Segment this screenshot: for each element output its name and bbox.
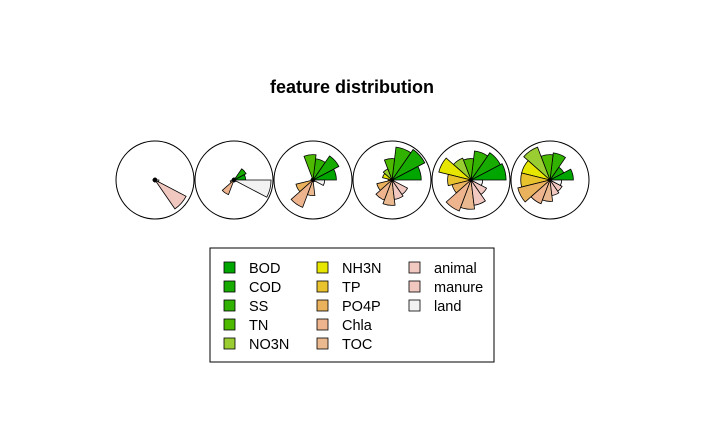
legend-swatch-nh3n <box>316 261 329 274</box>
star-outline-circle <box>273 140 353 220</box>
segment-land <box>233 179 272 198</box>
segment-ss <box>470 150 489 181</box>
legend-label-no3n: NO3N <box>249 337 289 353</box>
segment-chla <box>530 179 551 205</box>
legend-swatch-ss <box>223 299 236 312</box>
segment-ss <box>391 146 412 181</box>
legend-swatch-land <box>408 299 421 312</box>
legend-label-land: land <box>434 299 461 315</box>
segment-tp <box>447 173 472 187</box>
stars-group <box>115 140 590 220</box>
segment-land <box>312 179 326 186</box>
legend-box <box>209 247 495 363</box>
star-glyph <box>115 140 195 220</box>
segment-land <box>391 179 395 182</box>
legend-swatch-chla <box>316 318 329 331</box>
star-glyph <box>431 140 511 220</box>
legend-label-chla: Chla <box>342 318 373 334</box>
legend-swatch-no3n <box>223 337 236 350</box>
star-glyph <box>352 140 432 220</box>
segment-po4p <box>517 179 551 203</box>
segment-no3n <box>523 146 551 181</box>
segment-cod <box>391 148 426 181</box>
segment-land <box>154 179 160 183</box>
chart-title: feature distribution <box>270 77 434 97</box>
legend-swatch-bod <box>223 261 236 274</box>
segment-land <box>549 179 563 186</box>
legend-label-cod: COD <box>249 280 281 296</box>
segment-toc <box>541 179 554 202</box>
segment-manure <box>154 179 187 210</box>
segment-tn <box>383 158 396 181</box>
segment-land <box>470 179 484 186</box>
legend-swatch-tp <box>316 280 329 293</box>
legend-label-tp: TP <box>342 280 361 296</box>
segment-bod <box>470 163 507 181</box>
legend-swatch-cod <box>223 280 236 293</box>
segment-nh3n <box>382 172 393 181</box>
star-outline-circle <box>115 140 195 220</box>
legend-swatch-po4p <box>316 299 329 312</box>
legend-label-po4p: PO4P <box>342 299 381 315</box>
star-outline-circle <box>510 140 590 220</box>
segment-no3n <box>382 168 393 181</box>
segment-toc <box>306 179 316 197</box>
legend-label-toc: TOC <box>342 337 372 353</box>
segment-cod <box>233 168 247 181</box>
segment-ss <box>549 152 567 181</box>
legend-label-tn: TN <box>249 318 268 334</box>
segment-toc <box>382 179 396 206</box>
star-glyph <box>194 140 274 220</box>
segment-manure <box>470 179 488 195</box>
legend-swatch-tn <box>223 318 236 331</box>
segment-cod <box>470 152 501 181</box>
segment-chla <box>221 179 235 196</box>
legend-swatch-animal <box>408 261 421 274</box>
star-outline-circle <box>352 140 432 220</box>
star-outline-circle <box>431 140 511 220</box>
segment-chla <box>290 179 314 208</box>
segment-manure <box>549 179 563 192</box>
segment-animal <box>470 179 486 206</box>
legend-label-nh3n: NH3N <box>342 261 381 277</box>
segment-toc <box>460 179 475 210</box>
star-glyph <box>510 140 590 220</box>
legend-swatch-manure <box>408 280 421 293</box>
star-glyph <box>273 140 353 220</box>
legend-label-ss: SS <box>249 299 268 315</box>
segment-manure <box>391 179 409 195</box>
legend-label-bod: BOD <box>249 261 280 277</box>
segment-tn <box>303 154 317 181</box>
legend-label-animal: animal <box>434 261 477 277</box>
segment-nh3n <box>438 157 472 181</box>
legend-swatch-toc <box>316 337 329 350</box>
legend: BOD COD SS TN NO3N NH3N TP PO4P Chla TOC animal man… <box>209 247 495 363</box>
segment-animal <box>391 179 404 200</box>
segment-cod <box>312 155 340 181</box>
segment-chla <box>445 179 472 212</box>
legend-label-manure: manure <box>434 280 483 296</box>
star-outline-circle <box>194 140 274 220</box>
